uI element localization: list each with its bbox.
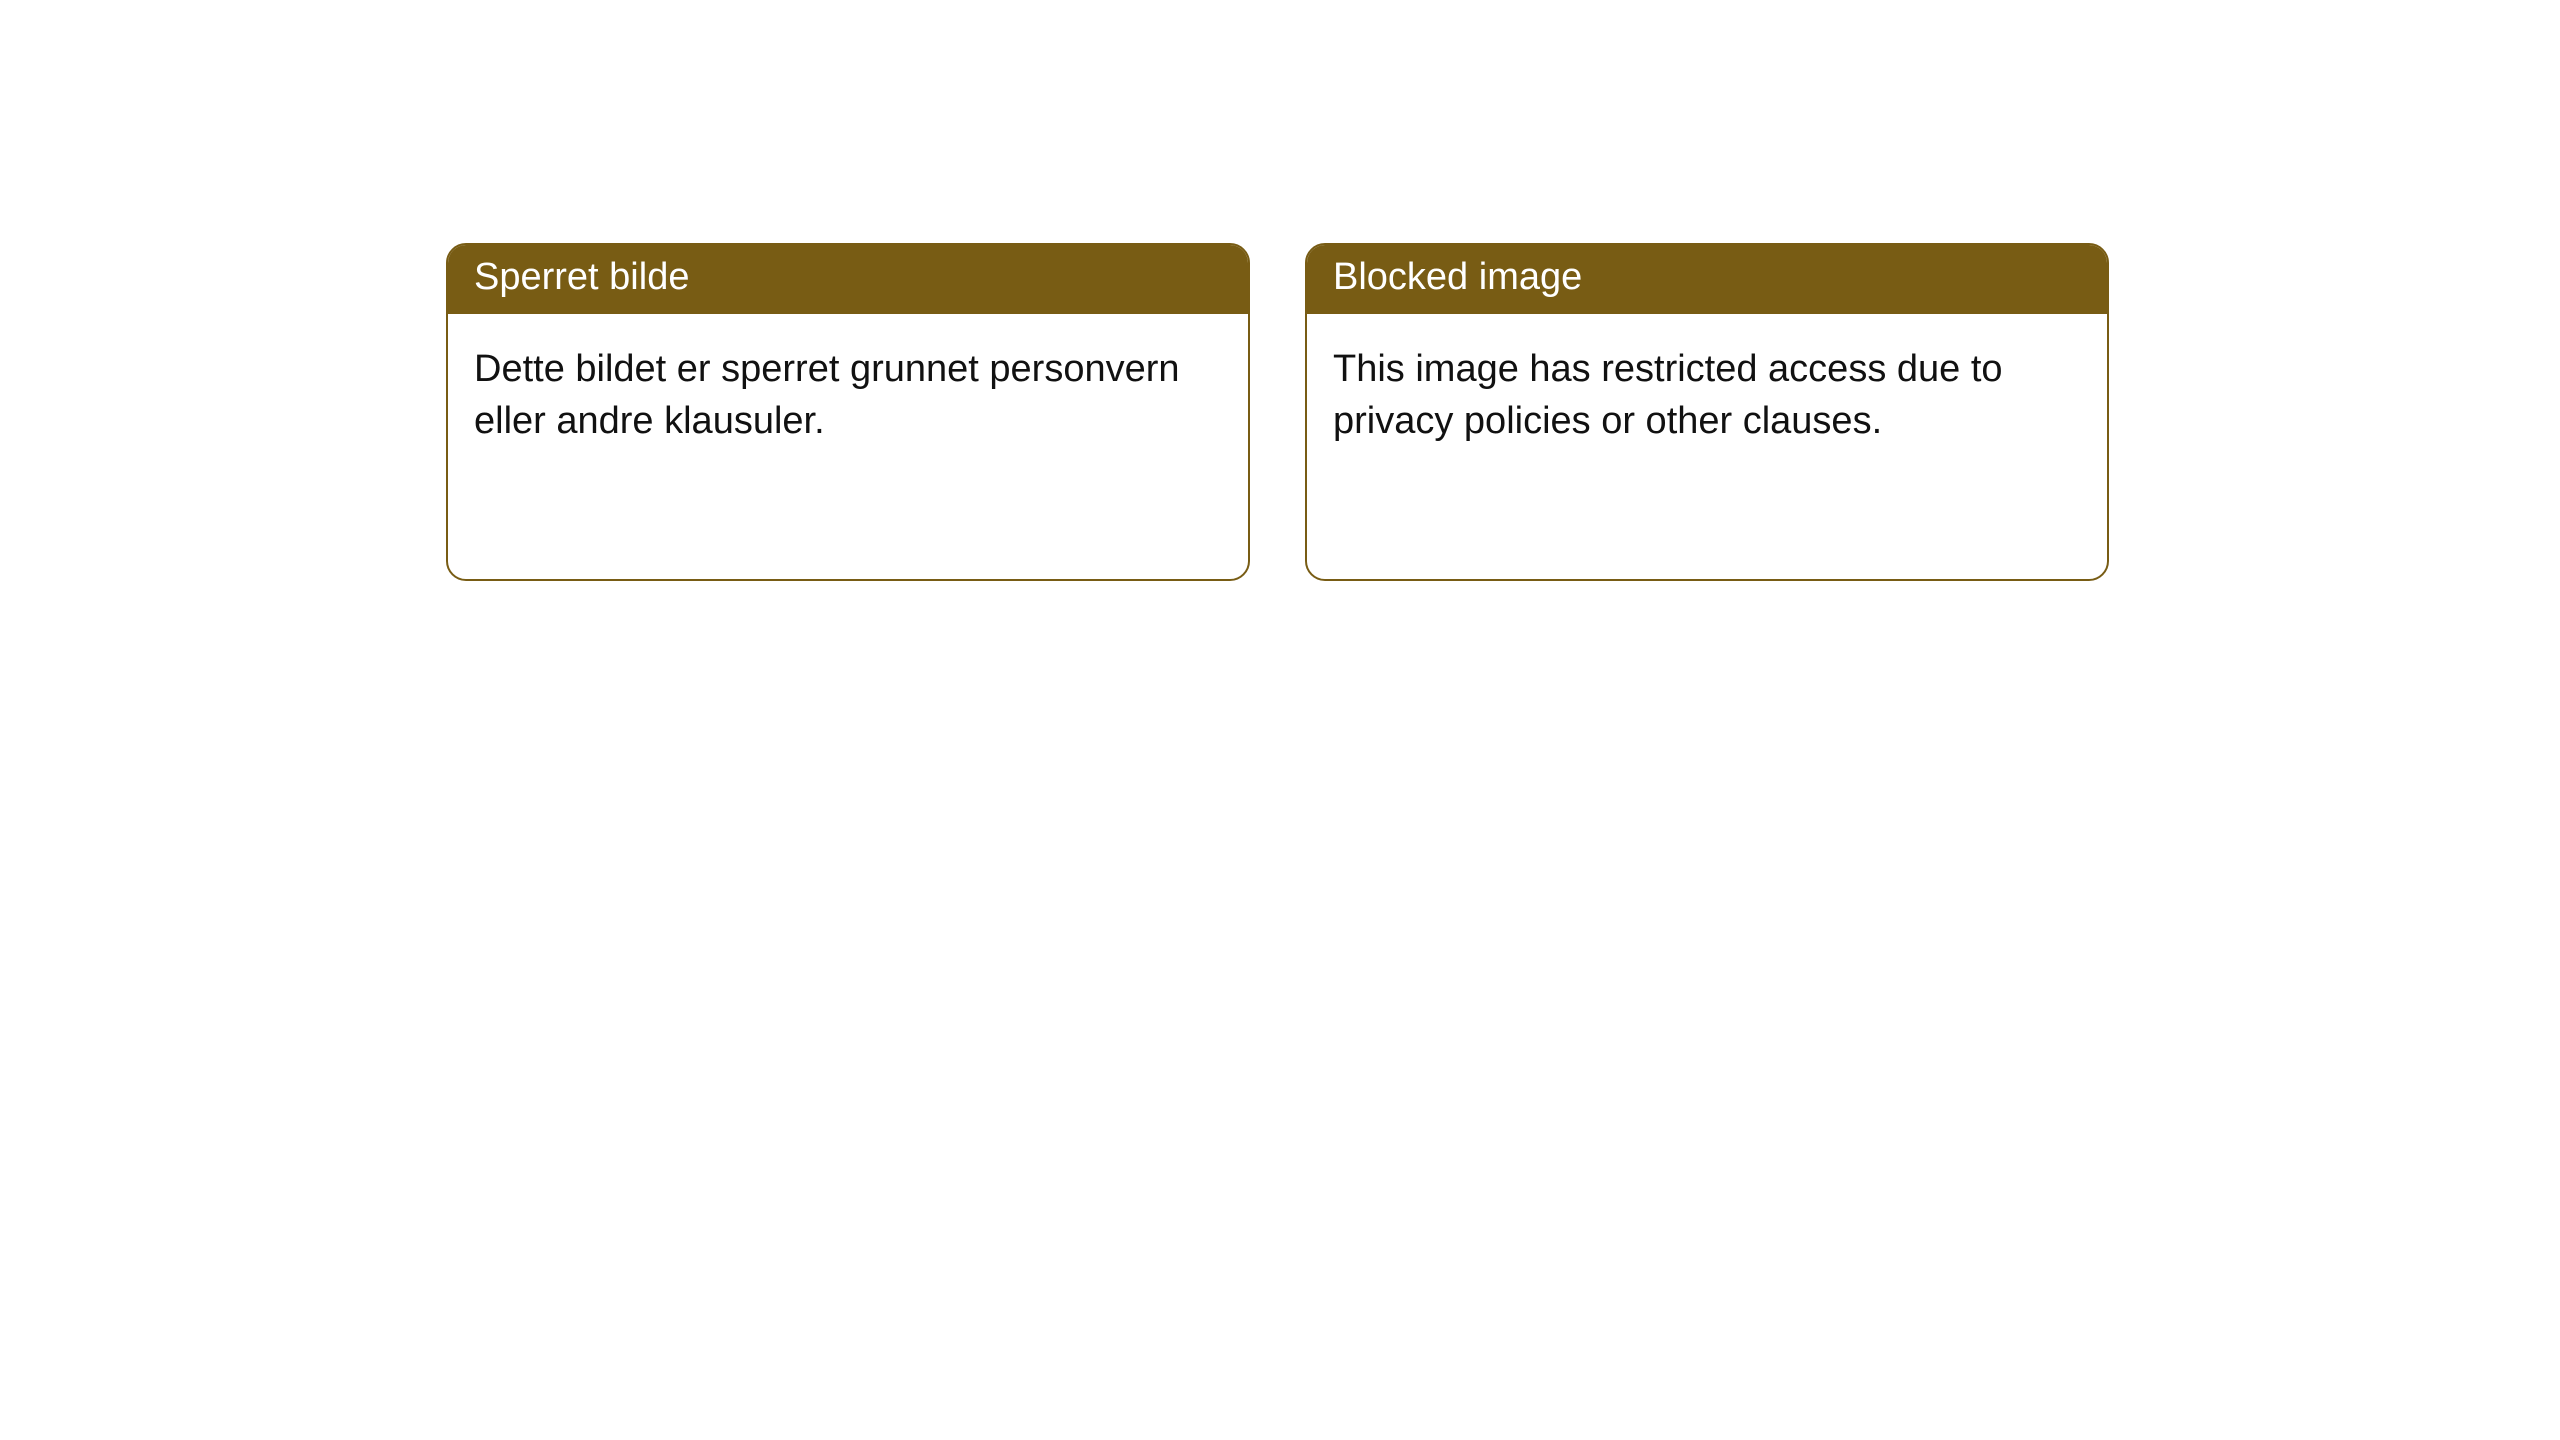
notice-card-norwegian: Sperret bilde Dette bildet er sperret gr… (446, 243, 1250, 581)
notice-card-body: Dette bildet er sperret grunnet personve… (448, 312, 1248, 579)
notice-cards-container: Sperret bilde Dette bildet er sperret gr… (0, 0, 2560, 581)
notice-card-body: This image has restricted access due to … (1307, 312, 2107, 579)
notice-card-english: Blocked image This image has restricted … (1305, 243, 2109, 581)
notice-card-title: Blocked image (1307, 245, 2107, 312)
notice-card-title: Sperret bilde (448, 245, 1248, 312)
